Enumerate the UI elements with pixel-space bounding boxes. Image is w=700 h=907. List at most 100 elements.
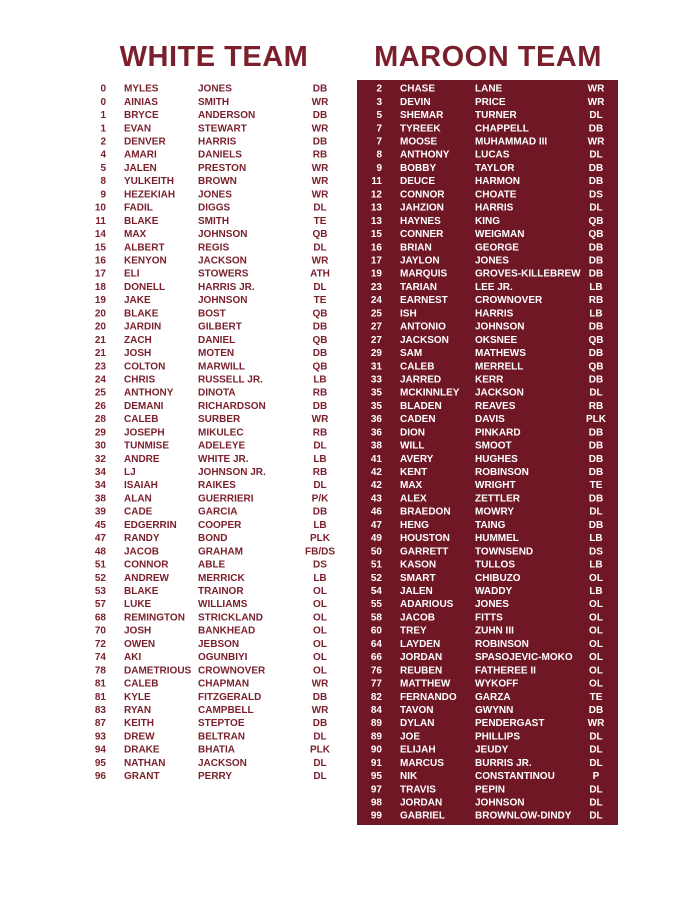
first-name: BLAKE [124, 586, 159, 597]
last-name: GUERRIERI [198, 493, 254, 504]
first-name: JOSH [124, 348, 151, 359]
last-name: OKSNEE [475, 335, 518, 346]
first-name: MARCUS [400, 758, 444, 769]
jersey-number: 72 [95, 639, 107, 650]
last-name: HUGHES [475, 454, 518, 465]
last-name: BROWNLOW-DINDY [475, 811, 572, 822]
position: QB [313, 335, 328, 346]
last-name: KING [475, 216, 500, 227]
first-name: YULKEITH [124, 176, 174, 187]
position: WR [588, 137, 605, 148]
first-name: JALEN [400, 586, 433, 597]
position: DB [313, 322, 327, 333]
jersey-number: 81 [95, 692, 107, 703]
position: DB [589, 322, 603, 333]
first-name: TRAVIS [400, 784, 436, 795]
jersey-number: 27 [371, 335, 383, 346]
jersey-number: 82 [371, 692, 383, 703]
jersey-number: 89 [371, 718, 383, 729]
last-name: DINOTA [198, 388, 236, 399]
last-name: WYKOFF [475, 679, 518, 690]
position: DB [589, 163, 603, 174]
last-name: PRICE [475, 97, 506, 108]
jersey-number: 11 [95, 216, 106, 227]
last-name: BOST [198, 308, 226, 319]
jersey-number: 45 [95, 520, 107, 531]
last-name: BELTRAN [198, 731, 245, 742]
last-name: JEBSON [198, 639, 239, 650]
first-name: BLADEN [400, 401, 442, 412]
jersey-number: 43 [371, 493, 383, 504]
jersey-number: 19 [95, 295, 107, 306]
last-name: PEPIN [475, 784, 505, 795]
position: DB [589, 256, 603, 267]
jersey-number: 20 [95, 322, 107, 333]
first-name: KASON [400, 560, 436, 571]
first-name: TAVON [400, 705, 434, 716]
first-name: KENYON [124, 256, 167, 267]
jersey-number: 13 [371, 203, 383, 214]
last-name: HUMMEL [475, 533, 519, 544]
first-name: JACOB [124, 546, 159, 557]
jersey-number: 51 [95, 560, 107, 571]
jersey-number: 14 [95, 229, 107, 240]
first-name: ALAN [124, 493, 152, 504]
last-name: SURBER [198, 414, 241, 425]
jersey-number: 10 [95, 203, 107, 214]
position: TE [314, 216, 327, 227]
last-name: MATHEWS [475, 348, 526, 359]
last-name: MUHAMMAD III [475, 137, 547, 148]
last-name: STRICKLAND [198, 612, 263, 623]
jersey-number: 81 [95, 679, 107, 690]
last-name: JOHNSON JR. [198, 467, 266, 478]
position: RB [589, 295, 603, 306]
last-name: WRIGHT [475, 480, 516, 491]
position: DB [589, 427, 603, 438]
last-name: MERRICK [198, 573, 245, 584]
first-name: DEVIN [400, 97, 431, 108]
first-name: AVERY [400, 454, 434, 465]
position: DB [589, 176, 603, 187]
jersey-number: 27 [371, 322, 383, 333]
first-name: OWEN [124, 639, 155, 650]
last-name: GROVES-KILLEBREW [475, 269, 581, 280]
position: DB [313, 110, 327, 121]
first-name: MCKINNLEY [400, 388, 460, 399]
jersey-number: 3 [376, 97, 382, 108]
last-name: REGIS [198, 242, 229, 253]
position: DL [589, 731, 602, 742]
jersey-number: 54 [371, 586, 383, 597]
last-name: PINKARD [475, 427, 521, 438]
last-name: CROWNOVER [475, 295, 543, 306]
first-name: CALEB [124, 414, 158, 425]
last-name: WILLIAMS [198, 599, 248, 610]
last-name: PERRY [198, 771, 232, 782]
position: LB [589, 560, 602, 571]
jersey-number: 57 [95, 599, 107, 610]
first-name: DEUCE [400, 176, 435, 187]
jersey-number: 35 [371, 401, 383, 412]
first-name: NIK [400, 771, 418, 782]
position: OL [313, 639, 327, 650]
jersey-number: 15 [95, 242, 107, 253]
last-name: JOHNSON [475, 798, 524, 809]
last-name: MOWRY [475, 507, 514, 518]
first-name: DREW [124, 731, 155, 742]
last-name: GRAHAM [198, 546, 243, 557]
first-name: BRAEDON [400, 507, 451, 518]
position: OL [313, 599, 327, 610]
last-name: HARRIS JR. [198, 282, 255, 293]
maroon-panel [357, 80, 618, 825]
last-name: RAIKES [198, 480, 236, 491]
first-name: ANDRE [124, 454, 160, 465]
jersey-number: 89 [371, 731, 383, 742]
first-name: MOOSE [400, 137, 438, 148]
first-name: HAYNES [400, 216, 441, 227]
jersey-number: 50 [371, 546, 383, 557]
last-name: ROBINSON [475, 467, 529, 478]
position: DL [589, 388, 602, 399]
jersey-number: 74 [95, 652, 107, 663]
first-name: ANTHONY [400, 150, 450, 161]
last-name: HARMON [475, 176, 520, 187]
first-name: JOSH [124, 626, 151, 637]
